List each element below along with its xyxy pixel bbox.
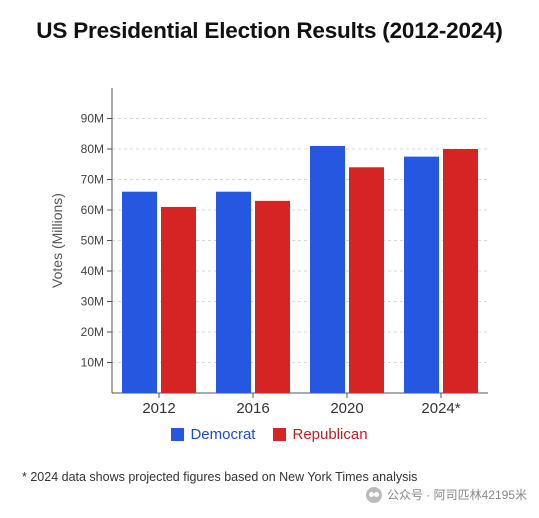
bar-republican-2016 [255, 200, 290, 393]
legend-label-democrat: Democrat [190, 426, 256, 443]
bar-republican-2024 [443, 149, 478, 393]
bar-republican-2020 [349, 167, 384, 393]
bar-democrat-2020 [310, 145, 345, 393]
x-tick-label: 2024* [421, 400, 460, 417]
y-tick-label: 40M [81, 264, 104, 278]
legend-item-republican[interactable]: Republican [273, 426, 368, 443]
bar-republican-2012 [161, 206, 196, 393]
chart-title: US Presidential Election Results (2012-2… [36, 18, 503, 43]
x-tick-label: 2020 [330, 400, 363, 417]
y-tick-label: 30M [81, 295, 104, 309]
y-tick-label: 90M [81, 112, 104, 126]
bar-democrat-2024 [404, 156, 439, 393]
legend-swatch-republican [273, 428, 287, 441]
watermark-text: 公众号 · 阿司匹林42195米 [386, 488, 527, 502]
y-tick-label: 50M [81, 234, 104, 248]
y-tick-label: 10M [81, 356, 104, 370]
y-axis-label: Votes (Millions) [49, 193, 65, 288]
legend-label-republican: Republican [292, 426, 368, 443]
bar-democrat-2016 [216, 191, 251, 393]
x-tick-label: 2016 [236, 400, 269, 417]
legend-swatch-democrat [171, 428, 185, 441]
y-tick-label: 20M [81, 325, 104, 339]
legend-item-democrat[interactable]: Democrat [171, 426, 255, 443]
wechat-icon [365, 486, 382, 503]
footnote: * 2024 data shows projected figures base… [22, 470, 418, 484]
y-tick-label: 70M [81, 173, 104, 187]
y-tick-label: 80M [81, 142, 104, 156]
bar-democrat-2012 [122, 191, 157, 393]
bar-chart: 10M 20M 30M 40M 50M 60M 70M 80M 90M Votes (Millio… [49, 88, 488, 417]
x-tick-label: 2012 [142, 400, 175, 417]
y-tick-label: 60M [81, 203, 104, 217]
legend: Democrat Republican [0, 426, 539, 443]
watermark: 公众号 · 阿司匹林42195米 [365, 486, 527, 503]
